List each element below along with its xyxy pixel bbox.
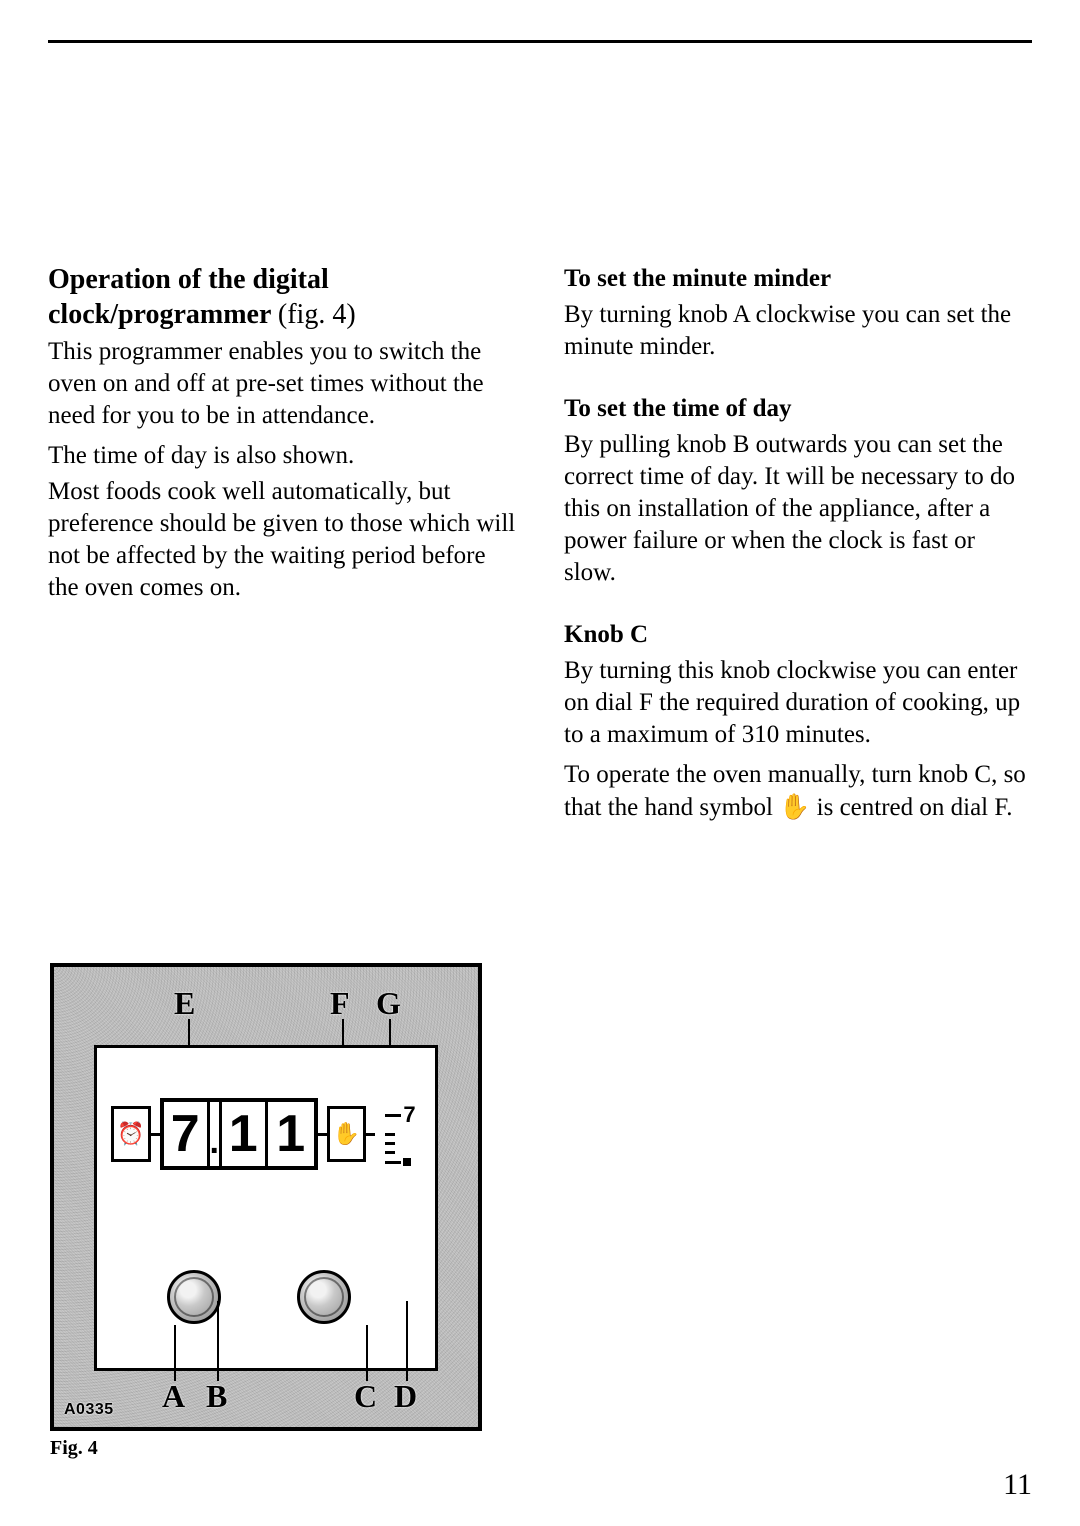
alarm-icon-box: ⏰ xyxy=(111,1106,151,1162)
hand-icon: ✋ xyxy=(779,793,810,821)
left-p1: This programmer enables you to switch th… xyxy=(48,336,516,432)
page-number: 11 xyxy=(1003,1468,1032,1502)
letter-D: D xyxy=(394,1378,417,1415)
knob-c-p2b: is centred on dial F. xyxy=(810,794,1012,821)
lead-A xyxy=(174,1325,176,1381)
heading-time-of-day: To set the time of day xyxy=(564,393,1032,425)
main-heading: Operation of the digital clock/programme… xyxy=(48,263,516,332)
digital-display: 7 . 1 1 xyxy=(160,1098,318,1170)
letter-C: C xyxy=(354,1378,377,1415)
top-rule xyxy=(48,40,1032,43)
body-time-of-day: By pulling knob B outwards you can set t… xyxy=(564,429,1032,589)
knob-c-p2: To operate the oven manually, turn knob … xyxy=(564,759,1032,824)
digit-3: 1 xyxy=(268,1102,314,1166)
fig-reference: (fig. 4) xyxy=(278,299,356,330)
letter-F: F xyxy=(330,985,350,1022)
letter-B: B xyxy=(206,1378,227,1415)
left-p3: Most foods cook well automatically, but … xyxy=(48,476,516,604)
lead-C xyxy=(366,1325,368,1381)
dial-7: 7 xyxy=(385,1102,421,1166)
left-p2: The time of day is also shown. xyxy=(48,440,516,472)
dial-top-num: 7 xyxy=(403,1102,415,1128)
alarm-icon: ⏰ xyxy=(117,1121,144,1147)
connector xyxy=(318,1133,327,1136)
heading-minute-minder: To set the minute minder xyxy=(564,263,1032,295)
figure-caption: Fig. 4 xyxy=(50,1437,482,1460)
figure-box: E F G ⏰ 7 . 1 1 ✋ xyxy=(50,963,482,1431)
letter-E: E xyxy=(174,985,195,1022)
connector xyxy=(366,1133,375,1136)
digit-2: 1 xyxy=(222,1102,268,1166)
hand-icon: ✋ xyxy=(333,1121,360,1147)
left-column: Operation of the digital clock/programme… xyxy=(48,263,516,828)
digit-dot: . xyxy=(210,1102,222,1166)
display-row: ⏰ 7 . 1 1 ✋ 7 xyxy=(111,1094,421,1174)
lead-B xyxy=(217,1301,219,1381)
knob-c-p1: By turning this knob clockwise you can e… xyxy=(564,655,1032,751)
heading-knob-c: Knob C xyxy=(564,619,1032,651)
knob-c xyxy=(297,1270,351,1324)
two-column-layout: Operation of the digital clock/programme… xyxy=(48,263,1032,828)
figure-code: A0335 xyxy=(64,1401,114,1419)
figure-4: E F G ⏰ 7 . 1 1 ✋ xyxy=(50,963,482,1460)
programmer-panel: ⏰ 7 . 1 1 ✋ 7 xyxy=(94,1045,438,1371)
digit-1: 7 xyxy=(164,1102,210,1166)
letter-G: G xyxy=(376,985,401,1022)
knob-a xyxy=(167,1270,221,1324)
lead-D xyxy=(406,1301,408,1381)
hand-icon-box: ✋ xyxy=(327,1106,367,1162)
letter-A: A xyxy=(162,1378,185,1415)
right-column: To set the minute minder By turning knob… xyxy=(564,263,1032,828)
body-minute-minder: By turning knob A clockwise you can set … xyxy=(564,299,1032,363)
connector xyxy=(151,1133,160,1136)
